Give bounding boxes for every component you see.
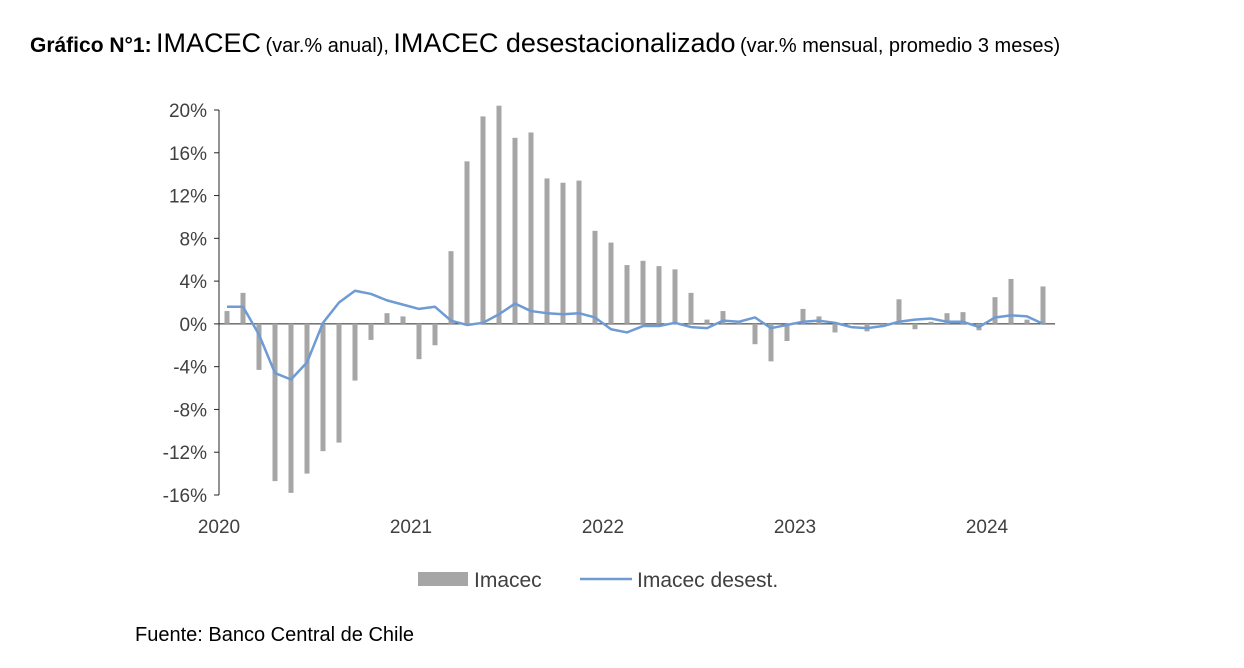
imacec-bar (928, 321, 934, 324)
imacec-bar (800, 308, 806, 324)
imacec-bar (336, 323, 342, 443)
imacec-bar (1040, 286, 1046, 324)
imacec-bar (528, 132, 534, 324)
imacec-bar (1024, 319, 1030, 324)
x-tick-label: 2024 (966, 517, 1009, 538)
imacec-bar (784, 323, 790, 341)
title-imacec: IMACEC (156, 28, 262, 58)
imacec-bar (848, 323, 854, 325)
y-tick-label: -12% (163, 443, 207, 464)
imacec-desest-line (227, 289, 1044, 381)
imacec-bar (272, 323, 278, 482)
imacec-bar (400, 316, 406, 324)
x-tick-label: 2021 (390, 517, 432, 538)
imacec-bar (832, 323, 838, 333)
x-tick-label: 2022 (582, 517, 624, 538)
title-imacec-desest-unit: (var.% mensual, promedio 3 meses) (739, 35, 1061, 57)
title-imacec-desest: IMACEC desestacionalizado (393, 28, 736, 58)
y-tick-label: 8% (180, 229, 208, 250)
imacec-bar (288, 323, 294, 493)
y-tick-label: -4% (173, 358, 207, 379)
legend-imacec-swatch (418, 572, 468, 586)
imacec-bar (752, 323, 758, 345)
imacec-bar (1008, 278, 1014, 324)
legend-desest-label: Imacec desest. (637, 569, 778, 592)
chart-title: Gráfico N°1: IMACEC (var.% anual), IMACE… (30, 28, 1060, 59)
imacec-bar (256, 323, 262, 370)
imacec-bar (320, 323, 326, 452)
imacec-bar (352, 323, 358, 381)
title-imacec-unit: (var.% anual), (265, 35, 389, 57)
imacec-bar (544, 178, 550, 324)
imacec-bar (656, 266, 662, 324)
imacec-bar (416, 323, 422, 360)
imacec-bar (768, 323, 774, 362)
legend-imacec-label: Imacec (474, 569, 542, 592)
imacec-bar (464, 161, 470, 324)
imacec-bar (896, 299, 902, 324)
y-tick-label: -16% (163, 486, 207, 507)
imacec-bar (560, 182, 566, 324)
imacec-bar (432, 323, 438, 346)
imacec-bar (368, 323, 374, 340)
imacec-bar (912, 323, 918, 330)
imacec-bar (640, 260, 646, 324)
imacec-bar (512, 137, 518, 324)
imacec-bar (608, 242, 614, 324)
imacec-bar (704, 319, 710, 324)
imacec-bars (224, 105, 1046, 493)
imacec-bar (496, 105, 502, 324)
imacec-bar (944, 313, 950, 324)
source-note: Fuente: Banco Central de Chile (135, 624, 415, 646)
imacec-bar (576, 180, 582, 324)
y-tick-label: 20% (169, 101, 207, 122)
imacec-bar (592, 230, 598, 324)
imacec-bar (224, 311, 230, 324)
imacec-bar (688, 292, 694, 324)
axes: 20% 16% 12% 8% 4% 0% -4% -8% -12% -16% 2020 2021 202… (163, 101, 1055, 538)
x-tick-label: 2023 (774, 517, 816, 538)
imacec-desest-line-group (227, 289, 1044, 381)
imacec-bar (960, 312, 966, 324)
y-tick-label: 0% (180, 315, 208, 336)
y-tick-label: -8% (173, 400, 207, 421)
imacec-bar (624, 265, 630, 324)
legend: Imacec Imacec desest. (418, 569, 778, 592)
imacec-bar (720, 311, 726, 324)
y-tick-label: 16% (169, 144, 207, 165)
imacec-bar (384, 313, 390, 324)
imacec-bar (480, 116, 486, 324)
imacec-bar (992, 297, 998, 324)
title-prefix: Gráfico N°1: (30, 34, 152, 57)
imacec-bar (672, 269, 678, 324)
imacec-bar (304, 323, 310, 474)
y-tick-label: 4% (180, 272, 208, 293)
x-tick-label: 2020 (198, 517, 240, 538)
y-tick-label: 12% (169, 187, 207, 208)
imacec-bar (448, 251, 454, 324)
